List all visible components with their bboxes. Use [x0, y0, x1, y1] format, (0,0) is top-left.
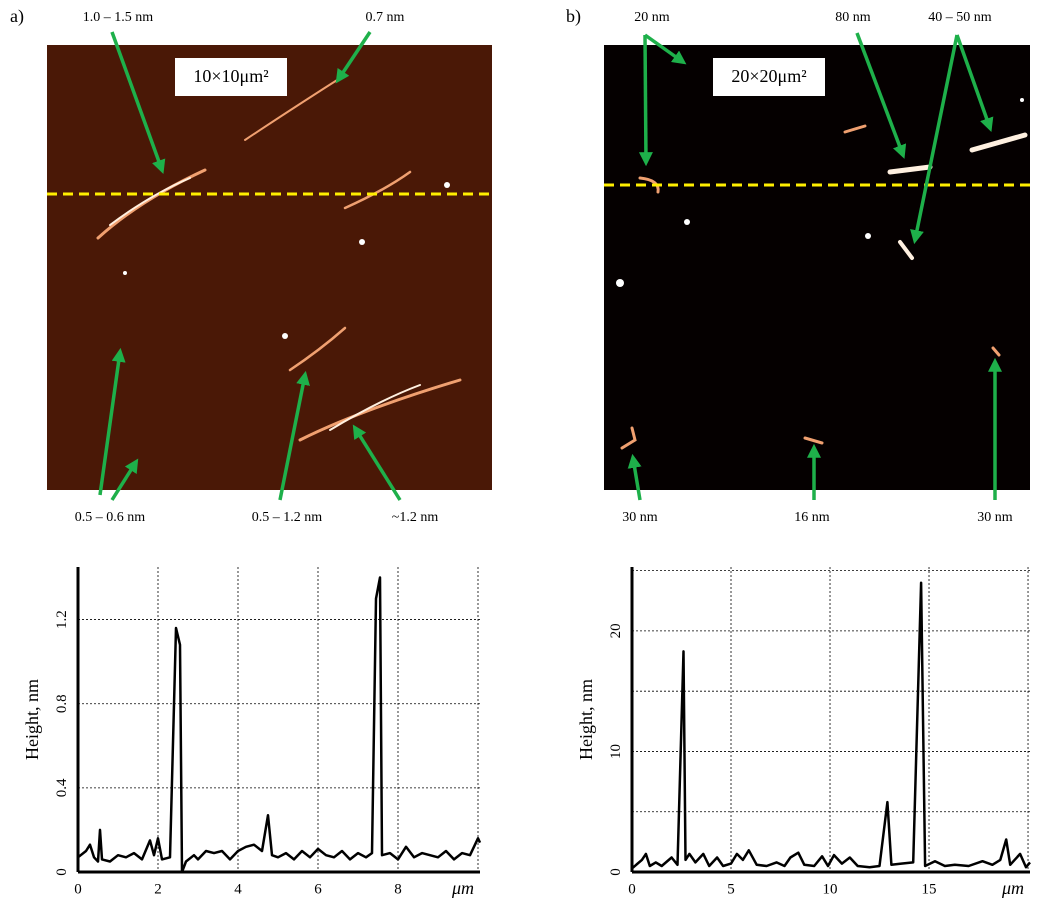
- y-tick-label: 10: [608, 744, 624, 759]
- y-tick-label: 0: [54, 868, 70, 876]
- x-tick-label: 0: [628, 881, 636, 897]
- panel-label: a): [10, 6, 24, 27]
- x-tick-label: 8: [394, 881, 402, 897]
- x-tick-label: 15: [922, 881, 937, 897]
- annotation: 0.7 nm: [366, 10, 405, 25]
- data-line: [631, 581, 1031, 870]
- afm-features: [96, 74, 462, 442]
- afm-image: [47, 45, 492, 490]
- annotation: ~1.2 nm: [392, 510, 439, 525]
- annotation: 20 nm: [634, 10, 670, 25]
- y-axis-label: Height, nm: [22, 679, 42, 760]
- annotation: 30 nm: [977, 510, 1013, 525]
- annotation: 16 nm: [794, 510, 830, 525]
- x-tick-label: 5: [727, 881, 735, 897]
- y-tick-label: 1.2: [54, 610, 70, 629]
- data-line: [77, 576, 482, 874]
- x-tick-label: 10: [823, 881, 838, 897]
- annotation: 80 nm: [835, 10, 871, 25]
- annotation: 0.5 – 1.2 nm: [252, 510, 323, 525]
- annotation: 40 – 50 nm: [928, 10, 992, 25]
- x-tick-label: 6: [314, 881, 322, 897]
- scale-label: 20×20μm²: [731, 66, 806, 86]
- annotation: 1.0 – 1.5 nm: [83, 10, 154, 25]
- x-axis-label: μm: [451, 878, 474, 898]
- afm-image: [604, 45, 1030, 490]
- y-axis-label: Height, nm: [576, 679, 596, 760]
- y-tick-label: 20: [608, 623, 624, 638]
- x-tick-label: 2: [154, 881, 162, 897]
- annotation: 0.5 – 0.6 nm: [75, 510, 146, 525]
- x-axis-label: μm: [1001, 878, 1024, 898]
- y-tick-label: 0.8: [54, 694, 70, 713]
- panel-label: b): [566, 6, 581, 27]
- arrows: [98, 31, 1002, 501]
- y-tick-label: 0.4: [54, 778, 70, 797]
- scale-box: [713, 58, 825, 96]
- x-tick-label: 0: [74, 881, 82, 897]
- annotation: 30 nm: [622, 510, 658, 525]
- x-tick-label: 4: [234, 881, 242, 897]
- annotations: 1.0 – 1.5 nm 0.7 nm 0.5 – 0.6 nm 0.5 – 1…: [75, 10, 1013, 525]
- afm-features: [616, 98, 1028, 450]
- scale-box: [175, 58, 287, 96]
- y-tick-label: 0: [608, 868, 624, 876]
- scale-label: 10×10μm²: [193, 66, 268, 86]
